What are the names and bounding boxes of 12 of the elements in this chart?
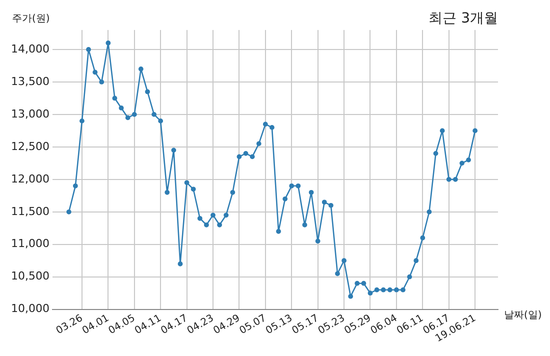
y-tick-label: 10,500 <box>10 270 50 283</box>
x-axis-title: 날짜(일) <box>504 310 542 321</box>
y-tick-label: 10,000 <box>10 302 50 316</box>
y-tick-label: 14,000 <box>10 42 50 56</box>
y-tick-label: 12,000 <box>10 172 50 186</box>
y-tick-label: 13,000 <box>10 107 50 120</box>
chart-title: 최근 3개월 <box>428 10 498 27</box>
y-tick-label: 11,000 <box>10 237 50 250</box>
y-tick-label: 13,500 <box>10 74 50 88</box>
y-tick-label: 11,500 <box>10 204 50 218</box>
y-tick-label: 12,500 <box>10 140 50 153</box>
y-axis-title: 주가(원) <box>12 14 50 25</box>
